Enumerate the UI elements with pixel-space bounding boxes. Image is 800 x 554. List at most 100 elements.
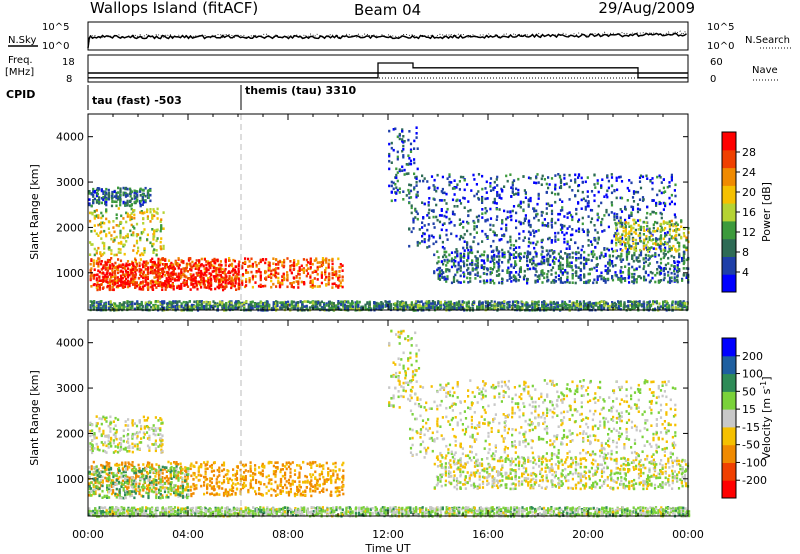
heatmap-cell — [481, 305, 484, 309]
heatmap-cell — [611, 302, 614, 306]
heatmap-cell — [416, 241, 419, 244]
heatmap-cell — [455, 306, 458, 310]
heatmap-cell — [423, 202, 426, 206]
heatmap-cell — [170, 284, 173, 288]
heatmap-cell — [373, 307, 376, 311]
heatmap-cell — [136, 190, 139, 193]
heatmap-cell — [169, 266, 172, 270]
heatmap-cell — [477, 190, 480, 193]
heatmap-cell — [441, 175, 444, 179]
heatmap-cell — [473, 228, 476, 231]
heatmap-cell — [89, 253, 92, 256]
heatmap-cell — [637, 260, 640, 263]
heatmap-cell — [277, 263, 280, 266]
heatmap-cell — [268, 266, 271, 270]
heatmap-cell — [478, 300, 481, 303]
heatmap-cell — [124, 277, 128, 281]
heatmap-cell — [153, 284, 156, 287]
heatmap-cell — [437, 267, 440, 270]
heatmap-cell — [490, 256, 493, 260]
heatmap-cell — [606, 306, 609, 309]
heatmap-cell — [241, 274, 245, 278]
heatmap-cell — [620, 254, 623, 258]
heatmap-cell — [613, 301, 616, 305]
heatmap-cell — [533, 304, 537, 307]
heatmap-cell — [163, 282, 166, 285]
heatmap-cell — [613, 304, 616, 308]
heatmap-cell — [115, 235, 118, 239]
heatmap-cell — [640, 303, 644, 307]
heatmap-cell — [462, 246, 465, 250]
heatmap-cell — [447, 300, 450, 304]
heatmap-cell — [200, 307, 203, 310]
heatmap-cell — [264, 302, 267, 306]
heatmap-cell — [119, 234, 122, 237]
heatmap-cell — [476, 271, 479, 274]
heatmap-cell — [514, 275, 517, 279]
heatmap-cell — [259, 278, 262, 282]
heatmap-cell — [340, 303, 343, 306]
heatmap-cell — [158, 272, 161, 276]
heatmap-cell — [440, 214, 443, 217]
heatmap-cell — [165, 263, 168, 266]
heatmap-cell — [161, 263, 164, 266]
heatmap-cell — [190, 283, 193, 286]
heatmap-cell — [501, 252, 504, 256]
heatmap-cell — [167, 278, 170, 282]
heatmap-cell — [96, 261, 99, 265]
heatmap-cell — [142, 287, 145, 291]
heatmap-cell — [285, 306, 288, 309]
heatmap-cell — [559, 269, 562, 272]
heatmap-cell — [664, 304, 667, 307]
heatmap-cell — [515, 219, 518, 223]
heatmap-cell — [506, 279, 509, 282]
heatmap-cell — [272, 305, 275, 309]
heatmap-cell — [662, 252, 665, 255]
heatmap-cell — [113, 195, 116, 198]
heatmap-cell — [251, 277, 254, 281]
heatmap-cell — [132, 249, 135, 252]
heatmap-cell — [132, 233, 135, 237]
heatmap-cell — [482, 267, 485, 271]
heatmap-cell — [482, 259, 485, 263]
heatmap-cell — [469, 262, 472, 266]
heatmap-cell — [111, 190, 114, 194]
heatmap-cell — [142, 272, 145, 276]
heatmap-cell — [307, 300, 310, 303]
heatmap-cell — [95, 304, 98, 307]
heatmap-cell — [277, 281, 280, 285]
heatmap-cell — [149, 193, 152, 197]
heatmap-cell — [290, 264, 293, 267]
heatmap-cell — [454, 273, 457, 277]
heatmap-cell — [483, 272, 486, 275]
heatmap-cell — [172, 265, 175, 269]
heatmap-cell — [559, 304, 562, 308]
heatmap-cell — [436, 268, 439, 272]
heatmap-cell — [197, 268, 200, 272]
heatmap-cell — [324, 269, 327, 272]
heatmap-cell — [511, 209, 514, 213]
heatmap-cell — [451, 198, 455, 202]
heatmap-cell — [207, 302, 210, 306]
heatmap-cell — [500, 238, 503, 241]
heatmap-cell — [579, 274, 582, 277]
heatmap-cell — [205, 263, 208, 267]
heatmap-cell — [677, 304, 680, 307]
heatmap-cell — [176, 275, 179, 279]
heatmap-cell — [126, 260, 130, 263]
heatmap-cell — [670, 271, 673, 275]
heatmap-cell — [155, 270, 158, 273]
heatmap-cell — [682, 304, 685, 308]
heatmap-cell — [509, 240, 512, 243]
heatmap-cell — [466, 246, 469, 250]
heatmap-cell — [161, 257, 164, 260]
heatmap-cell — [579, 253, 583, 257]
heatmap-cell — [126, 273, 130, 277]
heatmap-cell — [144, 278, 147, 281]
heatmap-cell — [272, 273, 275, 277]
heatmap-cell — [577, 304, 580, 308]
heatmap-cell — [664, 307, 667, 311]
heatmap-cell — [213, 257, 216, 261]
heatmap-cell — [442, 262, 445, 266]
heatmap-cell — [171, 282, 174, 286]
